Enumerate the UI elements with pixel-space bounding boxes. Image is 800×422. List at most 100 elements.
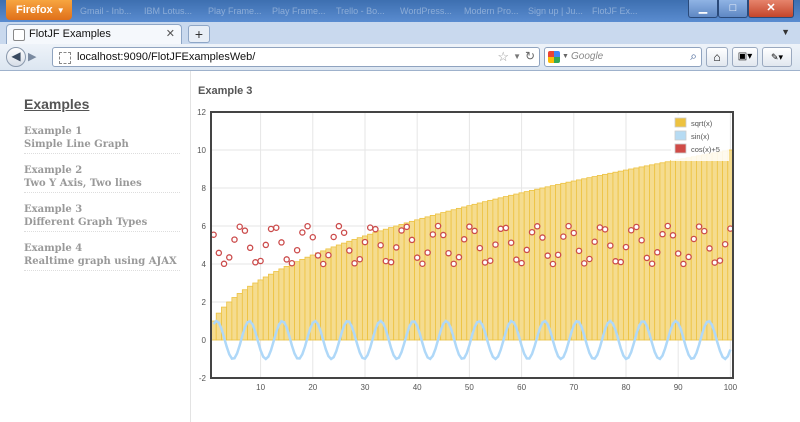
legend-swatch (674, 130, 687, 141)
new-tab-button[interactable]: + (188, 25, 210, 43)
y-tick-label: 0 (202, 336, 207, 345)
background-tab[interactable]: Sign up | Ju... (528, 6, 583, 16)
bar (262, 276, 269, 341)
bar (325, 248, 332, 341)
home-button[interactable]: ⌂ (706, 47, 728, 67)
bookmark-star-icon[interactable]: ☆ (497, 49, 509, 64)
sidebar-item-example-1[interactable]: Example 1 Simple Line Graph (24, 125, 180, 154)
point (241, 227, 249, 234)
firefox-menu-button[interactable]: Firefox ▼ (6, 0, 72, 20)
background-tab[interactable]: IBM Lotus... (144, 6, 193, 16)
point (481, 259, 489, 266)
bar (492, 198, 499, 341)
bar (575, 179, 583, 341)
point (252, 259, 259, 266)
url-bar[interactable]: localhost:9090/FlotJFExamplesWeb/ ☆ ▼ ↻ (52, 47, 540, 67)
sidebar-item-example-3[interactable]: Example 3 Different Graph Types (24, 203, 180, 232)
point (533, 223, 541, 230)
search-engine-icon[interactable] (548, 51, 560, 63)
search-input[interactable]: Google (571, 51, 604, 62)
point (460, 236, 468, 243)
bar (560, 182, 567, 341)
back-button[interactable]: ◀ (6, 47, 26, 67)
point (246, 244, 254, 252)
bar (607, 172, 614, 341)
point (570, 229, 578, 237)
bar (565, 181, 572, 341)
addon-toolbar-button[interactable]: ▣▾ (732, 47, 758, 67)
point (539, 234, 546, 241)
point (466, 223, 473, 230)
bar (403, 222, 410, 341)
y-tick-label: 2 (202, 298, 207, 307)
background-tab[interactable]: Modern Pro... (464, 6, 519, 16)
x-tick-label: 70 (569, 383, 578, 391)
point (366, 224, 374, 231)
background-tab[interactable]: Play Frame... (208, 6, 262, 16)
sidebar-item-label[interactable]: Different Graph Types (24, 217, 148, 228)
point (314, 252, 322, 259)
background-tab[interactable]: FlotJF Ex... (592, 6, 638, 16)
background-tab[interactable]: Gmail - Inb... (80, 6, 132, 16)
point (586, 255, 593, 263)
background-tab[interactable]: Trello - Bo... (336, 6, 385, 16)
sidebar-item-number[interactable]: Example 2 (24, 165, 83, 176)
plot-frame (210, 111, 734, 379)
minimize-button[interactable]: ▁ (688, 0, 718, 18)
background-tab[interactable]: Play Frame... (272, 6, 326, 16)
sidebar-item-number[interactable]: Example 1 (24, 126, 83, 137)
sidebar-item-number[interactable]: Example 3 (24, 204, 83, 215)
point (351, 260, 358, 267)
x-tick-label: 60 (517, 383, 526, 391)
point (283, 256, 290, 263)
sidebar-item-label[interactable]: Two Y Axis, Two lines (24, 178, 142, 189)
bar (643, 165, 650, 341)
menu-toolbar-button[interactable]: ✎▾ (762, 47, 792, 67)
x-tick-label: 50 (465, 383, 474, 391)
point (299, 229, 306, 236)
tab-close-icon[interactable]: ✕ (165, 28, 175, 40)
x-tick-label: 80 (622, 383, 631, 391)
bar (664, 161, 671, 341)
sidebar-item-label[interactable]: Simple Line Graph (24, 139, 129, 150)
bar (419, 217, 426, 341)
search-bar[interactable]: ▼ Google ⌕ (544, 47, 702, 67)
forward-button[interactable]: ▶ (28, 50, 36, 63)
sidebar-item-label[interactable]: Realtime graph using AJAX (24, 256, 177, 267)
legend-swatch (674, 117, 687, 128)
url-text[interactable]: localhost:9090/FlotJFExamplesWeb/ (77, 51, 256, 63)
bar (398, 224, 405, 341)
sidebar-item-example-4[interactable]: Example 4 Realtime graph using AJAX (24, 242, 180, 271)
point (445, 249, 452, 257)
close-window-button[interactable]: ✕ (748, 0, 794, 18)
point (560, 233, 567, 240)
search-icon[interactable]: ⌕ (690, 49, 697, 63)
sidebar-item-example-2[interactable]: Example 2 Two Y Axis, Two lines (24, 164, 180, 193)
point (393, 244, 400, 251)
bar (356, 237, 363, 341)
maximize-icon: □ (729, 2, 737, 14)
sidebar-item-number[interactable]: Example 4 (24, 243, 83, 254)
tab-active[interactable]: FlotJF Examples ✕ (6, 24, 182, 44)
cos-series-points (210, 222, 734, 268)
maximize-button[interactable]: □ (718, 0, 748, 18)
site-identity-icon[interactable] (59, 52, 71, 64)
bar (628, 168, 635, 341)
point (706, 245, 713, 252)
list-all-tabs-icon[interactable]: ▼ (781, 27, 790, 37)
minimize-icon: ▁ (698, 2, 708, 14)
title-bar: Firefox ▼ Gmail - Inb... IBM Lotus... Pla… (0, 0, 800, 22)
bar (351, 239, 358, 341)
axis-ticks: -2 0 2 4 6 8 10 12 10 20 30 40 50 60 70 80 90 100 (197, 108, 738, 391)
point (267, 225, 275, 233)
point (487, 257, 494, 265)
point (293, 246, 301, 254)
search-engine-dropdown-icon[interactable]: ▼ (562, 53, 569, 60)
point (654, 249, 661, 256)
history-dropdown-icon[interactable]: ▼ (513, 52, 521, 61)
point (701, 227, 708, 235)
background-tab[interactable]: WordPress... (400, 6, 452, 16)
bar (711, 152, 718, 341)
bar (455, 207, 462, 341)
reload-icon[interactable]: ↻ (524, 49, 535, 63)
